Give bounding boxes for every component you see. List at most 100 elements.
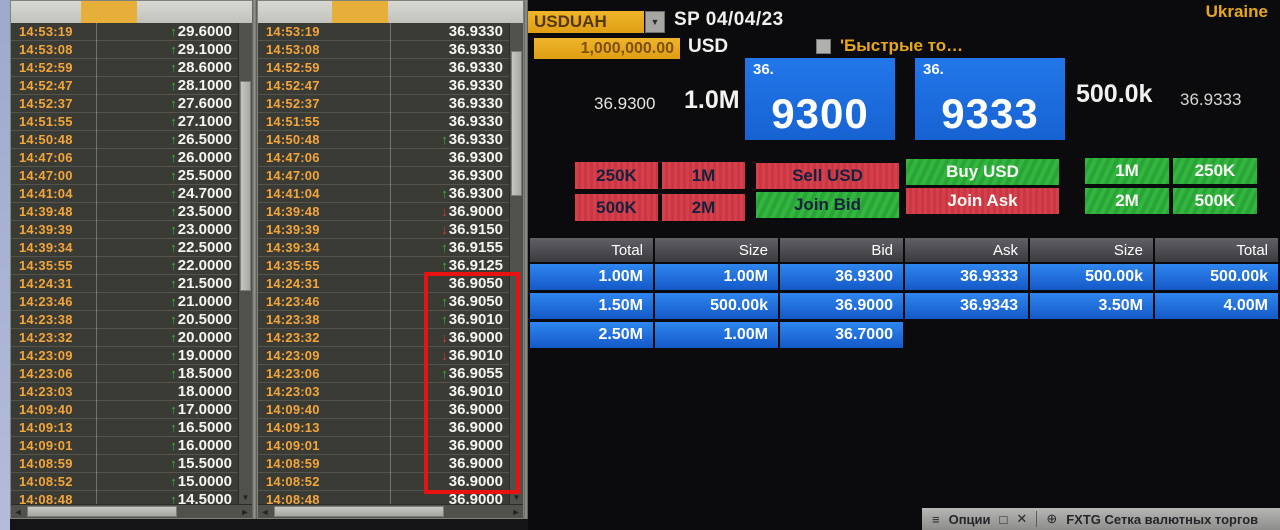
trade-row[interactable]: 14:09:01 ↑ 16.0000 (11, 437, 238, 455)
size-button-2m[interactable]: 2M (662, 194, 745, 221)
trade-row[interactable]: 14:35:55 ↑ 22.0000 (11, 257, 238, 275)
ticker-input[interactable]: USDUAH (528, 11, 644, 33)
trade-row[interactable]: 14:23:09 ↑ 19.0000 (11, 347, 238, 365)
move-icon[interactable]: ⊕ (1046, 511, 1058, 526)
scroll-left-icon[interactable]: ◄ (13, 507, 23, 517)
scroll-right-icon[interactable]: ► (240, 507, 250, 517)
scrollbar-thumb[interactable] (274, 506, 444, 517)
trade-row[interactable]: 14:51:55 36.9330 (258, 113, 509, 131)
scroll-right-icon[interactable]: ► (511, 507, 521, 517)
scroll-left-icon[interactable]: ◄ (260, 507, 270, 517)
trade-row[interactable]: 14:41:04 ↑ 36.9300 (258, 185, 509, 203)
trade-row[interactable]: 14:08:59 ↑ 15.5000 (11, 455, 238, 473)
depth-bid-cell[interactable]: 1.50M (530, 293, 653, 319)
trade-row[interactable]: 14:52:37 ↑ 27.6000 (11, 95, 238, 113)
depth-bid-cell[interactable]: 500.00k (655, 293, 778, 319)
trade-row[interactable]: 14:23:06 ↑ 36.9055 (258, 365, 509, 383)
size-button-2m[interactable]: 2M (1085, 188, 1169, 214)
trade-row[interactable]: 14:23:03 36.9010 (258, 383, 509, 401)
trade-row[interactable]: 14:52:59 ↑ 28.6000 (11, 59, 238, 77)
depth-bid-cell[interactable]: 1.00M (655, 264, 778, 290)
join-ask-button[interactable]: Join Ask (906, 188, 1059, 214)
trade-row[interactable]: 14:09:01 36.9000 (258, 437, 509, 455)
trade-row[interactable]: 14:23:09 ↓ 36.9010 (258, 347, 509, 365)
trade-row[interactable]: 14:39:39 ↓ 36.9150 (258, 221, 509, 239)
size-button-1m[interactable]: 1M (1085, 158, 1169, 184)
depth-ask-cell[interactable]: 3.50M (1030, 293, 1153, 319)
amount-input[interactable]: 1,000,000.00 (534, 38, 680, 59)
trade-row[interactable]: 14:08:52 ↑ 15.0000 (11, 473, 238, 491)
quick-trade-checkbox[interactable] (816, 39, 831, 54)
trade-row[interactable]: 14:24:31 36.9050 (258, 275, 509, 293)
ask-quote-box[interactable]: 36. 9333 (915, 58, 1065, 140)
depth-ask-cell[interactable]: 500.00k (1030, 264, 1153, 290)
menu-icon[interactable]: ≡ (932, 511, 940, 527)
vertical-scrollbar[interactable]: ▼ (238, 23, 252, 504)
size-button-1m[interactable]: 1M (662, 162, 745, 189)
trade-row[interactable]: 14:08:48 36.9000 (258, 491, 509, 504)
trade-row[interactable]: 14:23:38 ↑ 36.9010 (258, 311, 509, 329)
scroll-down-icon[interactable]: ▼ (241, 493, 250, 502)
depth-bid-cell[interactable]: 2.50M (530, 322, 653, 348)
size-button-500k[interactable]: 500K (575, 194, 658, 221)
trade-row[interactable]: 14:23:03 18.0000 (11, 383, 238, 401)
trade-row[interactable]: 14:41:04 ↑ 24.7000 (11, 185, 238, 203)
trade-row[interactable]: 14:39:34 ↑ 36.9155 (258, 239, 509, 257)
depth-bid-cell[interactable]: 36.7000 (780, 322, 903, 348)
scroll-down-icon[interactable]: ▼ (512, 493, 521, 502)
trade-row[interactable]: 14:23:46 ↑ 21.0000 (11, 293, 238, 311)
options-button[interactable]: Опции (948, 511, 991, 527)
trade-row[interactable]: 14:47:06 36.9300 (258, 149, 509, 167)
ticker-dropdown-icon[interactable]: ▼ (645, 11, 665, 33)
maximize-icon[interactable]: □ (999, 511, 1008, 527)
trade-row[interactable]: 14:08:59 36.9000 (258, 455, 509, 473)
depth-ask-cell[interactable]: 4.00M (1155, 293, 1278, 319)
trade-row[interactable]: 14:51:55 ↑ 27.1000 (11, 113, 238, 131)
scrollbar-thumb[interactable] (511, 51, 522, 196)
trade-row[interactable]: 14:35:55 ↑ 36.9125 (258, 257, 509, 275)
trade-row[interactable]: 14:23:32 ↑ 20.0000 (11, 329, 238, 347)
size-button-250k[interactable]: 250K (575, 162, 658, 189)
depth-bid-cell[interactable]: 36.9300 (780, 264, 903, 290)
trade-row[interactable]: 14:09:40 36.9000 (258, 401, 509, 419)
trade-row[interactable]: 14:39:34 ↑ 22.5000 (11, 239, 238, 257)
trade-row[interactable]: 14:53:19 ↑ 29.6000 (11, 23, 238, 41)
trade-row[interactable]: 14:47:00 ↑ 25.5000 (11, 167, 238, 185)
close-icon[interactable]: ✕ (1016, 511, 1028, 526)
trade-row[interactable]: 14:09:13 36.9000 (258, 419, 509, 437)
depth-ask-cell[interactable]: 36.9333 (905, 264, 1028, 290)
trade-row[interactable]: 14:53:19 36.9330 (258, 23, 509, 41)
trade-row[interactable]: 14:52:59 36.9330 (258, 59, 509, 77)
trade-row[interactable]: 14:08:48 ↑ 14.5000 (11, 491, 238, 504)
buy-usd-button[interactable]: Buy USD (906, 159, 1059, 185)
sell-usd-button[interactable]: Sell USD (756, 163, 899, 189)
horizontal-scrollbar[interactable]: ◄ ► (11, 504, 252, 518)
scrollbar-thumb[interactable] (27, 506, 177, 517)
trade-row[interactable]: 14:52:47 ↑ 28.1000 (11, 77, 238, 95)
size-button-500k[interactable]: 500K (1173, 188, 1257, 214)
join-bid-button[interactable]: Join Bid (756, 192, 899, 218)
depth-bid-cell[interactable]: 1.00M (530, 264, 653, 290)
depth-ask-cell[interactable]: 36.9343 (905, 293, 1028, 319)
trade-row[interactable]: 14:53:08 36.9330 (258, 41, 509, 59)
bid-quote-box[interactable]: 36. 9300 (745, 58, 895, 140)
depth-bid-cell[interactable]: 36.9000 (780, 293, 903, 319)
trade-row[interactable]: 14:09:40 ↑ 17.0000 (11, 401, 238, 419)
trade-row[interactable]: 14:53:08 ↑ 29.1000 (11, 41, 238, 59)
trade-row[interactable]: 14:23:06 ↑ 18.5000 (11, 365, 238, 383)
trade-row[interactable]: 14:52:37 36.9330 (258, 95, 509, 113)
size-button-250k[interactable]: 250K (1173, 158, 1257, 184)
trade-row[interactable]: 14:52:47 36.9330 (258, 77, 509, 95)
trade-row[interactable]: 14:23:38 ↑ 20.5000 (11, 311, 238, 329)
trade-row[interactable]: 14:23:46 ↑ 36.9050 (258, 293, 509, 311)
depth-bid-cell[interactable]: 1.00M (655, 322, 778, 348)
trade-row[interactable]: 14:39:48 ↑ 23.5000 (11, 203, 238, 221)
trade-row[interactable]: 14:09:13 ↑ 16.5000 (11, 419, 238, 437)
trade-row[interactable]: 14:39:48 ↓ 36.9000 (258, 203, 509, 221)
trade-row[interactable]: 14:08:52 36.9000 (258, 473, 509, 491)
trade-row[interactable]: 14:24:31 ↑ 21.5000 (11, 275, 238, 293)
horizontal-scrollbar[interactable]: ◄ ► (258, 504, 523, 518)
trade-row[interactable]: 14:47:06 ↑ 26.0000 (11, 149, 238, 167)
depth-ask-cell[interactable]: 500.00k (1155, 264, 1278, 290)
trade-row[interactable]: 14:50:48 ↑ 36.9330 (258, 131, 509, 149)
